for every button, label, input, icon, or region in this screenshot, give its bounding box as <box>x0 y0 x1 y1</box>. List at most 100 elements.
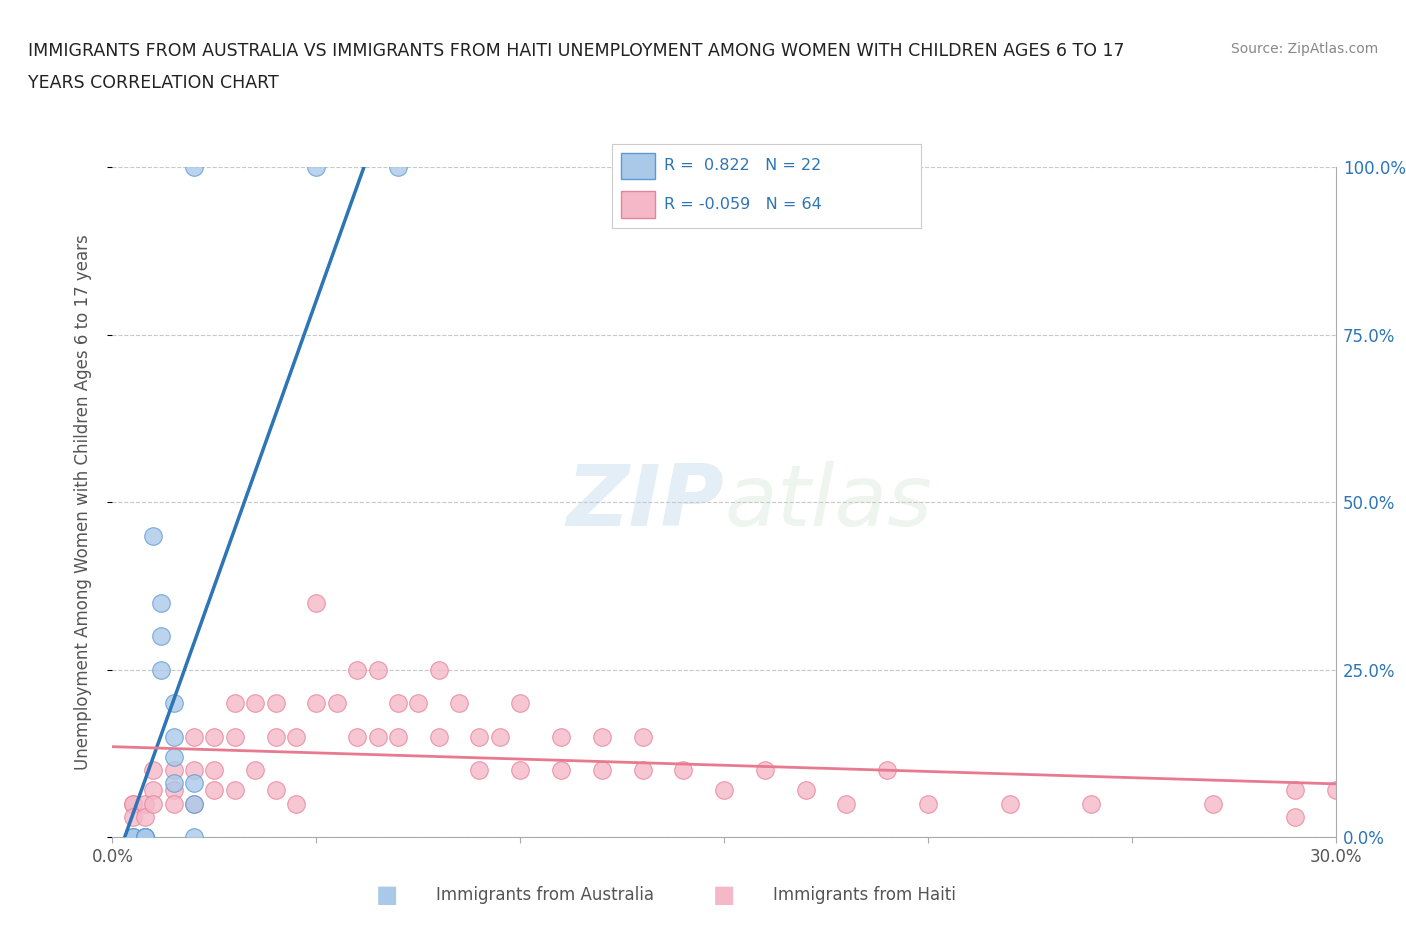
Point <box>163 796 186 811</box>
Point <box>631 729 654 744</box>
Text: YEARS CORRELATION CHART: YEARS CORRELATION CHART <box>28 74 278 92</box>
Point <box>183 160 205 175</box>
Point <box>134 830 156 844</box>
Point <box>224 696 246 711</box>
Point <box>713 783 735 798</box>
Point <box>427 662 450 677</box>
Point <box>305 160 328 175</box>
Point <box>134 809 156 824</box>
Text: atlas: atlas <box>724 460 932 544</box>
Point <box>142 528 165 543</box>
Point <box>754 763 776 777</box>
Point <box>150 662 173 677</box>
FancyBboxPatch shape <box>621 153 655 179</box>
Point <box>387 160 409 175</box>
Text: ■: ■ <box>713 883 735 907</box>
Point <box>284 729 308 744</box>
Text: ■: ■ <box>375 883 398 907</box>
Point <box>468 763 491 777</box>
Point <box>550 763 572 777</box>
Point <box>591 763 613 777</box>
Point <box>183 776 205 790</box>
Point <box>672 763 695 777</box>
Point <box>550 729 572 744</box>
Point <box>509 763 531 777</box>
Point <box>134 830 156 844</box>
Point <box>142 783 165 798</box>
Point <box>163 729 186 744</box>
Text: Source: ZipAtlas.com: Source: ZipAtlas.com <box>1230 42 1378 56</box>
Point <box>150 629 173 644</box>
Text: ZIP: ZIP <box>567 460 724 544</box>
Point <box>163 750 186 764</box>
Point <box>134 830 156 844</box>
Text: R =  0.822   N = 22: R = 0.822 N = 22 <box>664 158 821 173</box>
FancyBboxPatch shape <box>621 191 655 218</box>
Point <box>917 796 939 811</box>
Point <box>163 696 186 711</box>
Point <box>835 796 858 811</box>
Point <box>183 796 205 811</box>
Point <box>447 696 470 711</box>
Point <box>183 830 205 844</box>
Point <box>122 796 145 811</box>
Point <box>183 763 205 777</box>
Text: Immigrants from Australia: Immigrants from Australia <box>436 885 654 904</box>
Point <box>794 783 817 798</box>
Point <box>468 729 491 744</box>
Point <box>346 662 368 677</box>
Point <box>204 729 226 744</box>
Point <box>366 662 388 677</box>
Point <box>305 696 328 711</box>
Point <box>1284 783 1306 798</box>
Point <box>163 783 186 798</box>
Point <box>122 830 145 844</box>
Point <box>1324 783 1347 798</box>
Point <box>305 595 328 610</box>
Point <box>387 696 409 711</box>
Point <box>264 729 287 744</box>
Point <box>264 696 287 711</box>
Point <box>122 809 145 824</box>
Point <box>591 729 613 744</box>
Point <box>122 830 145 844</box>
Text: Immigrants from Haiti: Immigrants from Haiti <box>773 885 956 904</box>
Point <box>224 729 246 744</box>
Text: R = -0.059   N = 64: R = -0.059 N = 64 <box>664 197 823 212</box>
Point <box>489 729 512 744</box>
Point <box>142 763 165 777</box>
Point <box>1284 809 1306 824</box>
Point <box>284 796 308 811</box>
Point <box>204 783 226 798</box>
Point <box>183 729 205 744</box>
Point <box>134 830 156 844</box>
Point <box>998 796 1021 811</box>
Point <box>387 729 409 744</box>
Point <box>245 763 267 777</box>
Point <box>1080 796 1102 811</box>
Point <box>1202 796 1225 811</box>
Point <box>876 763 898 777</box>
Point <box>346 729 368 744</box>
Y-axis label: Unemployment Among Women with Children Ages 6 to 17 years: Unemployment Among Women with Children A… <box>73 234 91 770</box>
Point <box>134 796 156 811</box>
Point <box>326 696 349 711</box>
Point <box>204 763 226 777</box>
Point <box>142 796 165 811</box>
Point <box>245 696 267 711</box>
Point <box>631 763 654 777</box>
Point <box>264 783 287 798</box>
Point <box>150 595 173 610</box>
Point <box>509 696 531 711</box>
Point <box>427 729 450 744</box>
Point <box>163 763 186 777</box>
Point <box>366 729 388 744</box>
Point <box>224 783 246 798</box>
Point <box>122 830 145 844</box>
Point <box>134 830 156 844</box>
Text: IMMIGRANTS FROM AUSTRALIA VS IMMIGRANTS FROM HAITI UNEMPLOYMENT AMONG WOMEN WITH: IMMIGRANTS FROM AUSTRALIA VS IMMIGRANTS … <box>28 42 1125 60</box>
Point <box>163 776 186 790</box>
Point <box>408 696 430 711</box>
Point <box>183 796 205 811</box>
Point <box>122 796 145 811</box>
